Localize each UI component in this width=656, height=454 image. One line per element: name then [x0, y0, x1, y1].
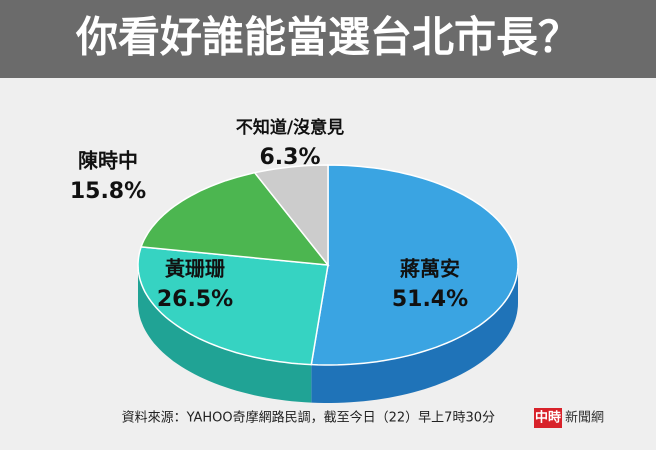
- brand-box: [534, 408, 562, 428]
- slice: [310, 164, 519, 366]
- value-label: 15.8%: [70, 179, 146, 204]
- source-note: 資料來源：YAHOO奇摩網路民調，截至今日（22）早上7時30分: [122, 410, 495, 426]
- slice-name: 蔣萬安: [400, 257, 460, 281]
- labels: 蔣萬安 51.4% 黃珊珊 26.5% 陳時中 15.8% 不知道/沒意見 6.3%: [70, 117, 468, 312]
- value-label: 26.5%: [157, 287, 233, 312]
- value-label: 6.3%: [259, 145, 320, 170]
- slice-name: 黃珊珊: [165, 257, 225, 281]
- slice-side: [138, 265, 312, 403]
- pie: [137, 164, 519, 403]
- slice-name: 陳時中: [78, 149, 138, 173]
- slice: [137, 246, 329, 366]
- brand-mark: 中時: [535, 410, 561, 426]
- brand: 新聞網: [565, 410, 604, 426]
- title-bar: [0, 0, 656, 78]
- slice: [140, 171, 330, 266]
- slice: [253, 164, 329, 268]
- chart-title: 你看好誰能當選台北市長？: [75, 13, 580, 62]
- slice-name: 不知道/沒意見: [236, 117, 344, 138]
- slice-side: [311, 265, 518, 403]
- value-label: 51.4%: [392, 287, 468, 312]
